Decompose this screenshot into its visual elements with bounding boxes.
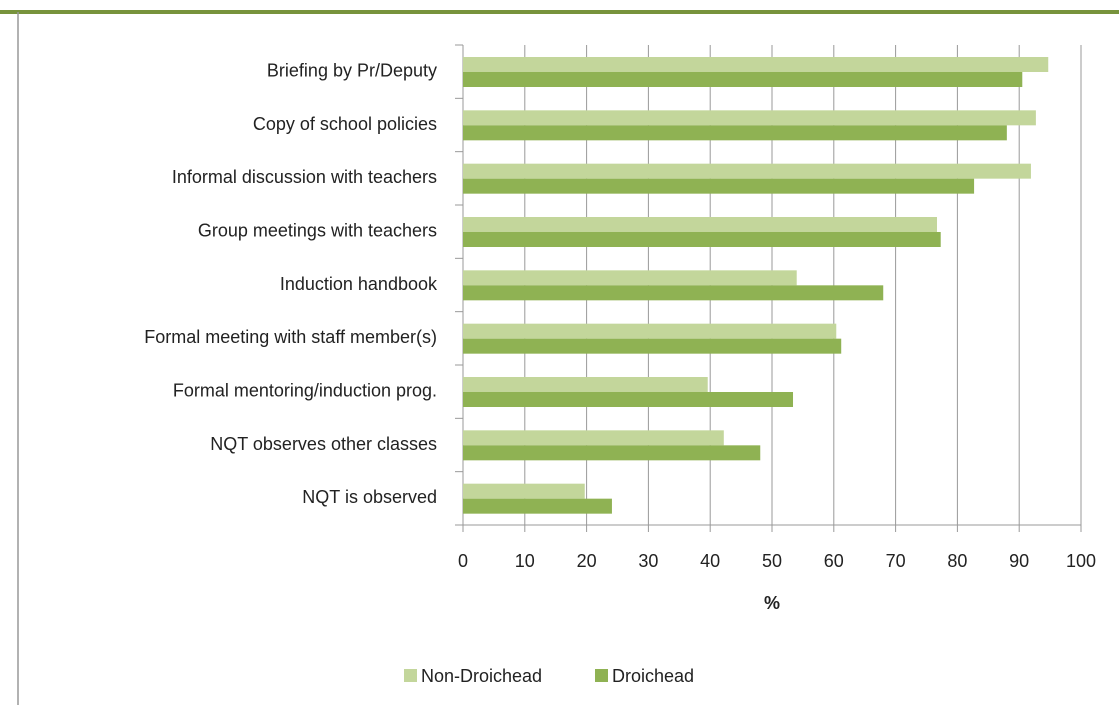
x-tick-label: 70 — [886, 551, 906, 571]
bar — [463, 483, 585, 499]
x-tick-label: 50 — [762, 551, 782, 571]
bar — [463, 110, 1036, 126]
bar — [463, 232, 941, 247]
bar — [463, 285, 884, 301]
bar — [463, 57, 1049, 72]
bar — [463, 163, 1031, 179]
y-tick-label: Informal discussion with teachers — [172, 167, 437, 187]
legend-label: Droichead — [612, 666, 694, 686]
y-tick-label: Formal meeting with staff member(s) — [144, 327, 437, 347]
y-tick-label: NQT observes other classes — [210, 434, 437, 454]
legend-swatch — [404, 669, 417, 682]
bar — [463, 270, 797, 286]
y-tick-label: Induction handbook — [280, 274, 438, 294]
y-tick-label: Briefing by Pr/Deputy — [267, 60, 437, 80]
bar — [463, 377, 708, 392]
x-tick-label: 30 — [638, 551, 658, 571]
bar — [463, 217, 938, 232]
legend-swatch — [595, 669, 608, 682]
x-tick-label: 40 — [700, 551, 720, 571]
bar — [463, 445, 761, 461]
y-tick-label: Copy of school policies — [253, 114, 437, 134]
x-tick-label: 100 — [1066, 551, 1096, 571]
x-tick-label: 20 — [577, 551, 597, 571]
bar — [463, 498, 612, 514]
bar — [463, 125, 1007, 141]
x-axis-label: % — [764, 593, 780, 613]
x-tick-label: 80 — [947, 551, 967, 571]
y-tick-label: Group meetings with teachers — [198, 220, 437, 240]
bar — [463, 72, 1023, 87]
bar — [463, 178, 975, 194]
y-tick-label: Formal mentoring/induction prog. — [173, 380, 437, 400]
x-tick-label: 60 — [824, 551, 844, 571]
bar — [463, 338, 842, 354]
x-tick-label: 10 — [515, 551, 535, 571]
bar — [463, 430, 724, 446]
bar — [463, 392, 794, 407]
y-tick-label: NQT is observed — [302, 487, 437, 507]
x-tick-label: 90 — [1009, 551, 1029, 571]
x-tick-label: 0 — [458, 551, 468, 571]
legend-label: Non-Droichead — [421, 666, 542, 686]
bar — [463, 323, 837, 339]
